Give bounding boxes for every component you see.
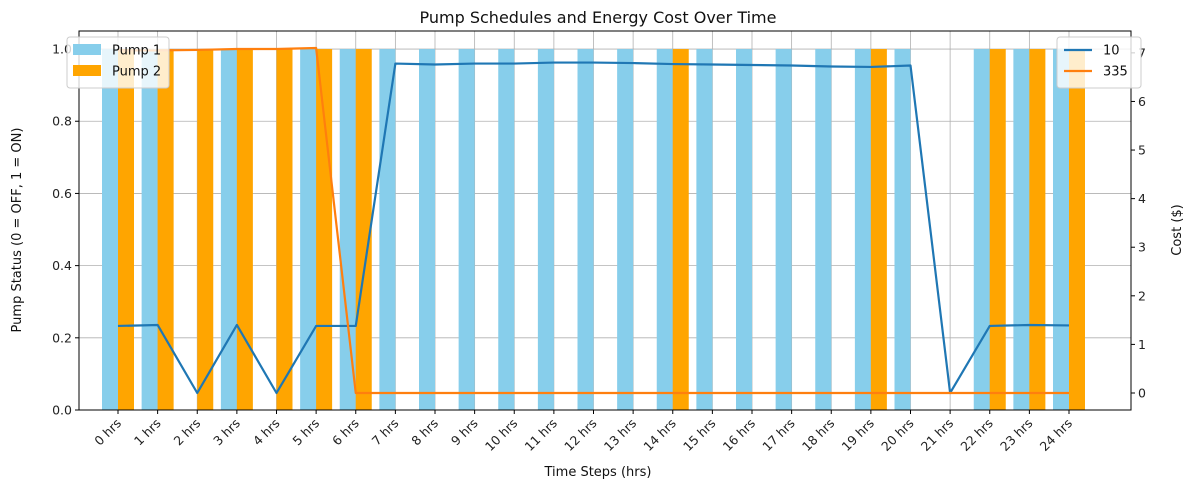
x-tick-label: 16 hrs <box>720 416 759 455</box>
plot-frame <box>78 30 1132 411</box>
x-tick-label: 23 hrs <box>997 416 1036 455</box>
bar-pump-1 <box>894 49 911 411</box>
bars-layer <box>102 49 1085 411</box>
legend-label: 10 <box>1103 44 1120 59</box>
x-tick-label: 10 hrs <box>482 416 521 455</box>
y-tick-label: 0.2 <box>52 330 72 345</box>
x-tick-label: 3 hrs <box>210 416 243 449</box>
bar-pump-2 <box>316 49 333 411</box>
y-tick-label: 0.8 <box>52 114 72 129</box>
bar-pump-2 <box>1029 49 1046 411</box>
legend-left: Pump 1 Pump 2 <box>66 36 170 89</box>
x-tick-label: 1 hrs <box>131 416 164 449</box>
x-tick-label: 12 hrs <box>561 416 600 455</box>
bar-pump-1 <box>854 49 871 411</box>
y-tick-label: 0.6 <box>52 186 72 201</box>
x-tick-label: 2 hrs <box>170 416 203 449</box>
bar-pump-2 <box>1069 49 1085 411</box>
x-tick-label: 14 hrs <box>640 416 679 455</box>
x-tick-label: 11 hrs <box>521 416 560 455</box>
bar-pump-2 <box>355 49 372 411</box>
x-tick-label: 4 hrs <box>250 416 283 449</box>
x-tick-label: 7 hrs <box>369 416 402 449</box>
x-tick-label: 19 hrs <box>838 416 877 455</box>
y2-tick-label: 6 <box>1138 94 1146 109</box>
y2-tick-label: 1 <box>1138 337 1146 352</box>
bar-pump-2 <box>197 49 214 411</box>
bar-pump-1 <box>696 49 713 411</box>
line-series-10 <box>117 61 1070 395</box>
x-tick-label: 9 hrs <box>448 416 481 449</box>
bar-pump-1 <box>1053 49 1069 411</box>
lines-layer <box>117 46 1070 395</box>
bar-pump-2 <box>870 49 887 411</box>
bar-pump-1 <box>577 49 594 411</box>
x-tick-label: 15 hrs <box>680 416 719 455</box>
x-tick-label: 18 hrs <box>799 416 838 455</box>
y2-tick-label: 4 <box>1138 191 1146 206</box>
bar-pump-1 <box>339 49 356 411</box>
bar-pump-2 <box>236 49 253 411</box>
x-axis-title: Time Steps (hrs) <box>544 465 652 480</box>
bar-pump-1 <box>141 49 158 411</box>
chart-title: Pump Schedules and Energy Cost Over Time <box>420 8 777 27</box>
x-tick-label: 5 hrs <box>289 416 322 449</box>
bar-pump-2 <box>157 49 174 411</box>
y-tick-label: 0.0 <box>52 403 72 418</box>
bar-pump-1 <box>1013 49 1030 411</box>
bar-pump-1 <box>379 49 396 411</box>
legend-label: Pump 2 <box>112 65 161 80</box>
bar-pump-1 <box>498 49 515 411</box>
bar-pump-2 <box>672 49 689 411</box>
y2-tick-label: 7 <box>1138 45 1146 60</box>
x-tick-label: 13 hrs <box>601 416 640 455</box>
bar-pump-1 <box>220 49 237 411</box>
y-tick-label: 0.4 <box>52 258 72 273</box>
bar-pump-1 <box>458 49 475 411</box>
bar-pump-1 <box>102 49 118 411</box>
bar-pump-1 <box>736 49 752 411</box>
y2-axis-title: Cost ($) <box>1170 204 1185 255</box>
y2-tick-label: 3 <box>1138 240 1146 255</box>
bar-pump-1 <box>300 49 317 411</box>
y2-tick-label: 0 <box>1138 385 1146 400</box>
x-tick-label: 22 hrs <box>957 416 996 455</box>
legend-label: Pump 1 <box>112 44 161 59</box>
bar-pump-2 <box>276 49 293 411</box>
bar-pump-2 <box>118 49 134 411</box>
bar-pump-1 <box>973 49 990 411</box>
y-axis-title: Pump Status (0 = OFF, 1 = ON) <box>10 128 25 333</box>
bar-pump-2 <box>989 49 1006 411</box>
legend-label: 335 <box>1103 65 1128 80</box>
legend-swatch-pump-1 <box>73 44 101 55</box>
bar-pump-1 <box>815 49 832 411</box>
x-tick-label: 21 hrs <box>918 416 957 455</box>
bar-pump-1 <box>775 49 792 411</box>
line-series-335 <box>118 46 1069 395</box>
legend-right-box <box>1056 36 1142 89</box>
x-tick-label: 6 hrs <box>329 416 362 449</box>
x-tick-label: 8 hrs <box>408 416 441 449</box>
y2-tick-label: 5 <box>1138 143 1146 158</box>
bar-pump-1 <box>419 49 435 411</box>
x-tick-label: 24 hrs <box>1037 416 1076 455</box>
x-tick-label: 20 hrs <box>878 416 917 455</box>
bar-pump-1 <box>617 49 634 411</box>
y2-tick-label: 2 <box>1138 288 1146 303</box>
bar-pump-1 <box>537 49 554 411</box>
x-tick-label: 0 hrs <box>91 416 124 449</box>
bar-pump-1 <box>656 49 673 411</box>
legend-swatch-pump-2 <box>73 65 101 76</box>
x-tick-label: 17 hrs <box>759 416 798 455</box>
